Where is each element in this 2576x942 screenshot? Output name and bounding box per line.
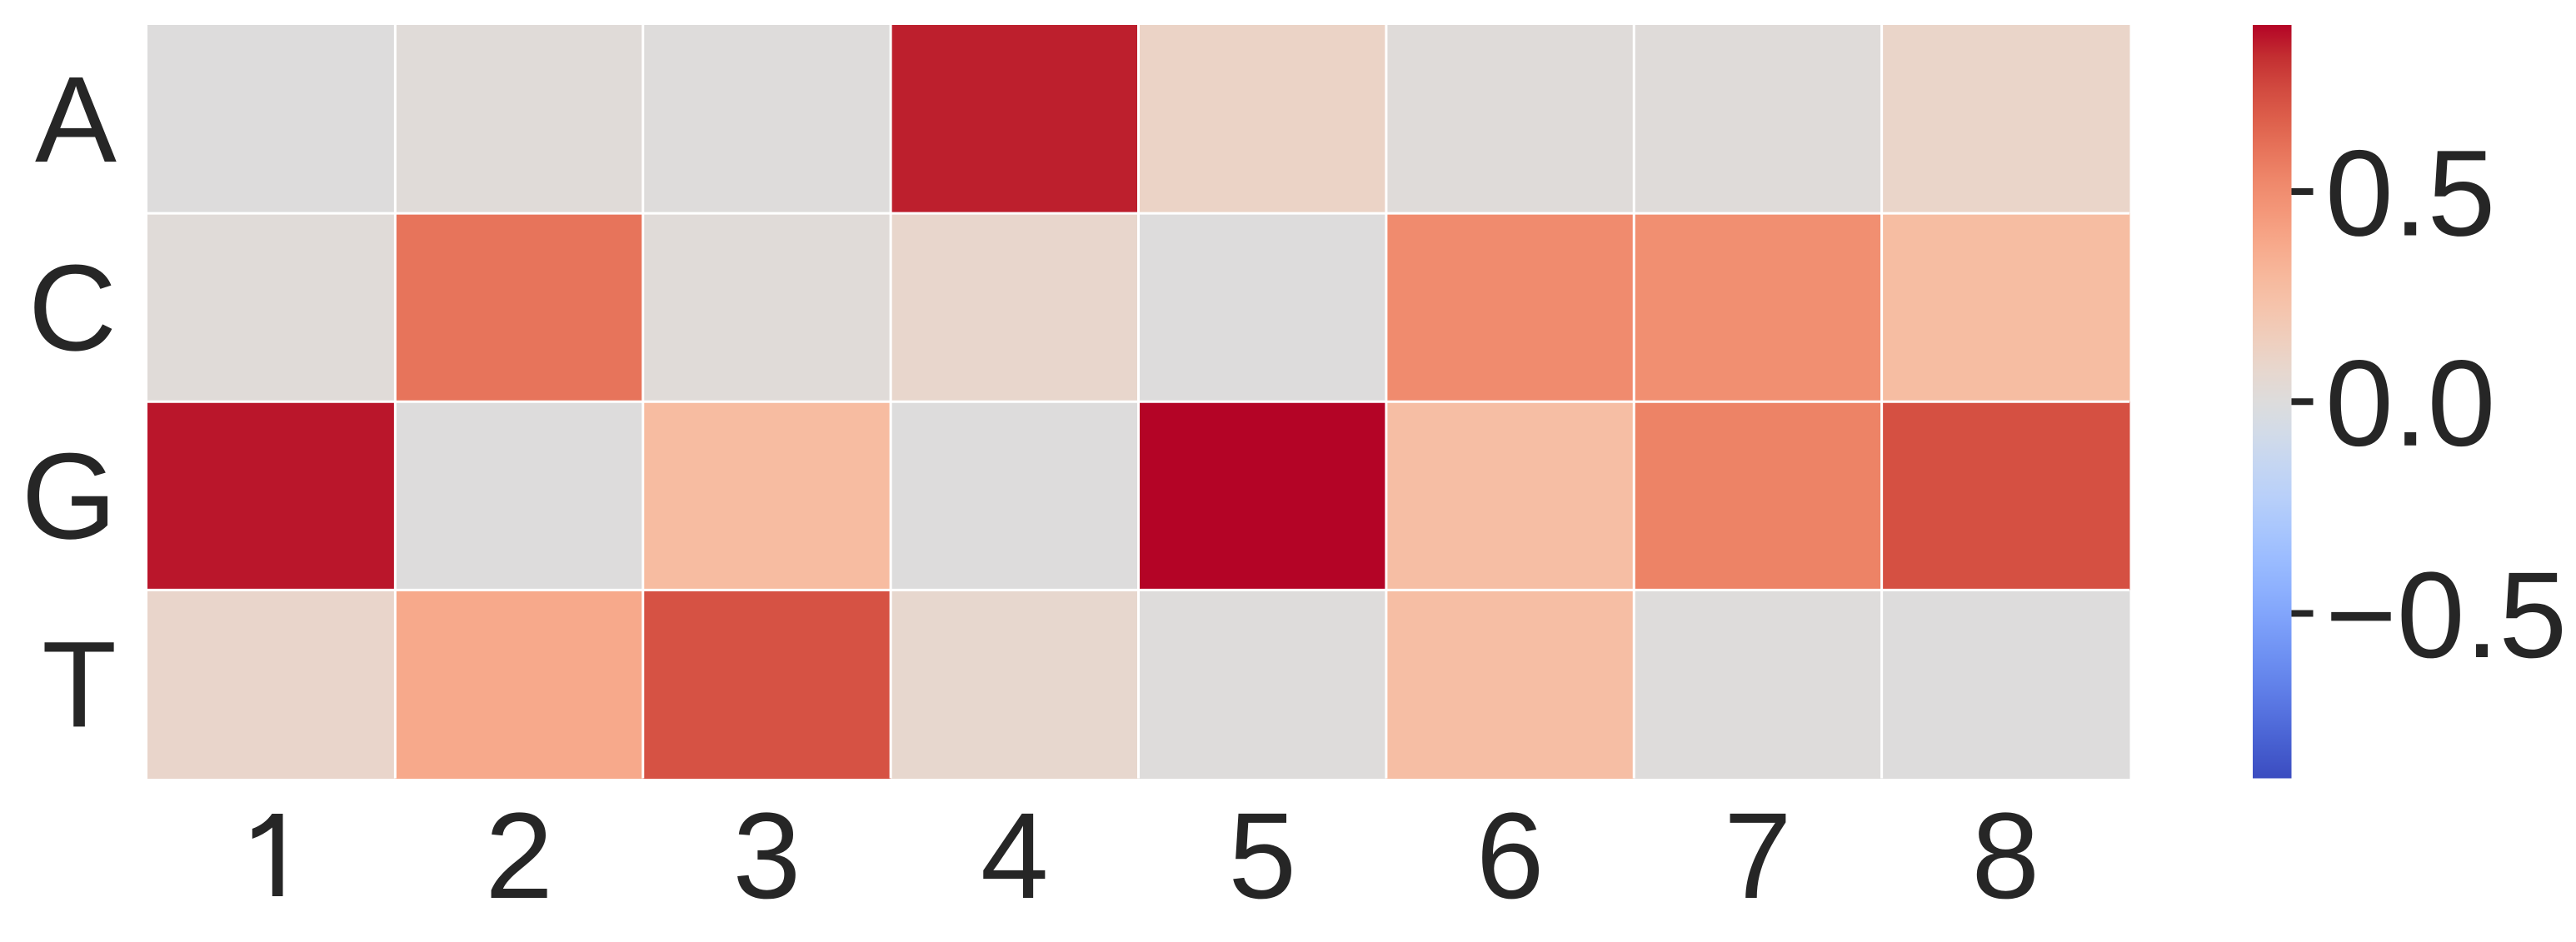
svg-text:7: 7	[1724, 788, 1792, 925]
svg-text:A: A	[35, 52, 117, 188]
svg-text:T: T	[42, 616, 117, 753]
svg-text:4: 4	[981, 788, 1049, 925]
svg-text:C: C	[28, 240, 117, 376]
svg-text:3: 3	[733, 788, 801, 925]
svg-text:0.0: 0.0	[2325, 336, 2495, 472]
svg-text:6: 6	[1476, 788, 1545, 925]
svg-text:0.5: 0.5	[2325, 126, 2495, 262]
svg-text:8: 8	[1971, 788, 2039, 925]
svg-text:5: 5	[1228, 788, 1296, 925]
svg-text:−0.5: −0.5	[2325, 547, 2567, 684]
svg-text:2: 2	[485, 788, 553, 925]
svg-text:G: G	[22, 428, 117, 565]
